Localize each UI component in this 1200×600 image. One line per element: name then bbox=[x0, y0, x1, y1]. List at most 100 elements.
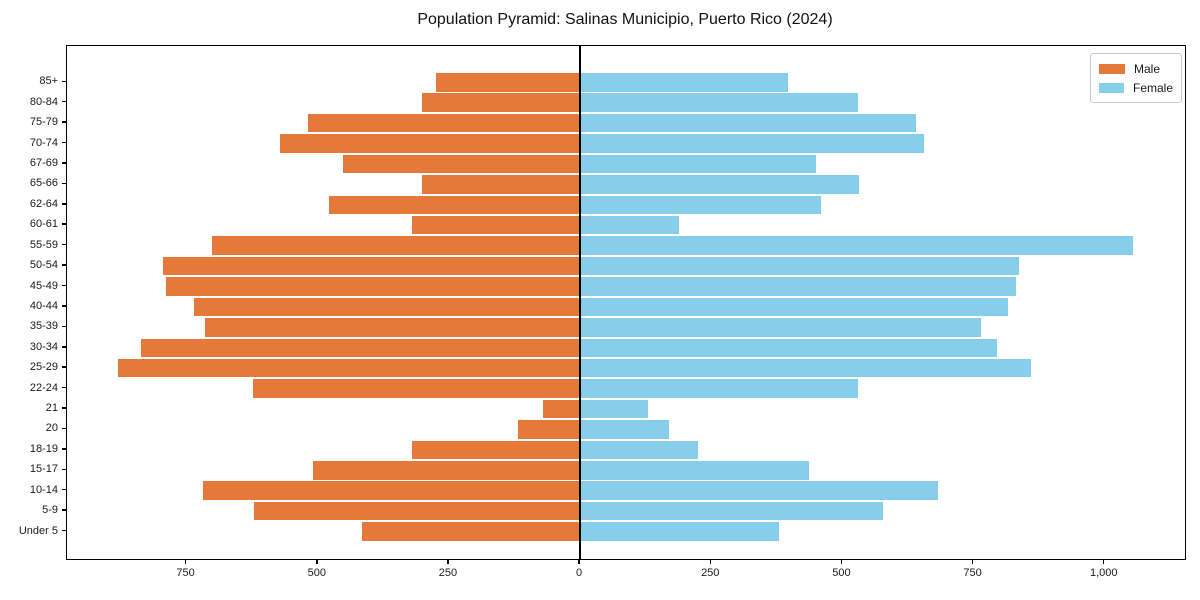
x-tick-label-250: 250 bbox=[701, 567, 720, 579]
x-tick-mark bbox=[971, 559, 974, 564]
x-tick-label-1-000: 1,000 bbox=[1089, 567, 1118, 579]
female-color-swatch bbox=[1099, 82, 1124, 93]
bar-female-15-17 bbox=[580, 461, 809, 480]
bar-female-20 bbox=[580, 420, 670, 439]
bar-male-18-19 bbox=[411, 440, 581, 460]
y-tick-mark bbox=[62, 80, 66, 83]
y-tick-label-25-29: 25-29 bbox=[29, 361, 58, 374]
y-tick-label-55-59: 55-59 bbox=[29, 238, 58, 251]
y-tick-label-70-74: 70-74 bbox=[29, 136, 58, 149]
y-tick-mark bbox=[62, 243, 66, 246]
plot-area bbox=[66, 45, 1186, 560]
y-tick-mark bbox=[62, 182, 66, 185]
legend-item-male: Male bbox=[1099, 62, 1173, 76]
x-tick-mark bbox=[578, 559, 580, 564]
legend-item-female: Female bbox=[1099, 81, 1173, 95]
legend: Male Female bbox=[1090, 53, 1182, 103]
y-tick-label-45-49: 45-49 bbox=[29, 279, 58, 292]
y-tick-label-75-79: 75-79 bbox=[29, 116, 58, 129]
y-tick-label-85: 85+ bbox=[39, 75, 58, 88]
x-tick-mark bbox=[316, 559, 318, 564]
legend-label-male: Male bbox=[1134, 61, 1161, 76]
bar-male-20 bbox=[517, 420, 581, 439]
x-tick-label-250: 250 bbox=[438, 567, 458, 579]
bar-female-30-34 bbox=[580, 338, 998, 357]
y-tick-mark bbox=[62, 468, 66, 471]
x-tick-label-0: 0 bbox=[576, 567, 583, 579]
bar-male-35-39 bbox=[204, 318, 581, 337]
bar-female-70-74 bbox=[580, 134, 925, 153]
x-tick-mark bbox=[184, 559, 187, 564]
bar-male-67-69 bbox=[343, 154, 581, 174]
bar-male-62-64 bbox=[329, 195, 581, 215]
bar-female-40-44 bbox=[580, 297, 1009, 317]
bar-male-75-79 bbox=[307, 113, 581, 133]
bar-female-75-79 bbox=[580, 113, 917, 133]
bar-female-10-14 bbox=[580, 481, 939, 500]
bar-male-70-74 bbox=[280, 134, 581, 153]
bar-male-5-9 bbox=[253, 501, 581, 521]
y-tick-label-18-19: 18-19 bbox=[29, 442, 58, 455]
bar-female-80-84 bbox=[580, 93, 859, 112]
y-tick-label-65-66: 65-66 bbox=[29, 177, 58, 190]
y-tick-mark bbox=[62, 386, 66, 389]
y-tick-label-21: 21 bbox=[45, 402, 58, 415]
y-tick-mark bbox=[62, 284, 66, 287]
bar-female-18-19 bbox=[580, 440, 698, 460]
y-tick-label-50-54: 50-54 bbox=[29, 259, 58, 272]
y-tick-mark bbox=[62, 305, 66, 307]
bar-male-30-34 bbox=[140, 338, 581, 357]
y-tick-label-under-5: Under 5 bbox=[18, 524, 58, 537]
y-tick-mark bbox=[62, 100, 66, 103]
y-tick-mark bbox=[62, 509, 66, 511]
bar-male-under-5 bbox=[362, 522, 581, 541]
y-tick-mark bbox=[62, 141, 66, 144]
bar-female-21 bbox=[580, 399, 648, 419]
x-tick-label-750: 750 bbox=[176, 567, 195, 579]
chart-title: Population Pyramid: Salinas Municipio, P… bbox=[417, 11, 833, 28]
bar-female-50-54 bbox=[580, 256, 1020, 276]
y-tick-label-22-24: 22-24 bbox=[29, 381, 58, 394]
bar-male-15-17 bbox=[312, 461, 581, 480]
y-tick-mark bbox=[62, 264, 66, 266]
bar-female-60-61 bbox=[580, 215, 679, 235]
bar-female-62-64 bbox=[580, 195, 822, 215]
bar-female-under-5 bbox=[580, 522, 780, 541]
y-tick-mark bbox=[62, 366, 66, 368]
bar-male-80-84 bbox=[421, 93, 581, 112]
y-tick-mark bbox=[62, 448, 66, 450]
y-tick-mark bbox=[62, 121, 66, 123]
x-tick-label-500: 500 bbox=[832, 567, 851, 579]
bar-male-50-54 bbox=[163, 256, 581, 276]
bar-female-22-24 bbox=[580, 379, 859, 398]
bar-female-85 bbox=[580, 73, 789, 92]
bar-male-65-66 bbox=[421, 175, 581, 194]
y-tick-label-80-84: 80-84 bbox=[29, 95, 58, 108]
bar-female-35-39 bbox=[580, 318, 982, 337]
bar-male-40-44 bbox=[193, 297, 581, 317]
y-tick-mark bbox=[62, 223, 66, 225]
bar-male-60-61 bbox=[411, 215, 581, 235]
zero-axis-line bbox=[579, 46, 581, 559]
bar-male-45-49 bbox=[166, 277, 581, 296]
bar-female-25-29 bbox=[580, 358, 1031, 378]
y-tick-mark bbox=[62, 325, 66, 328]
y-tick-label-60-61: 60-61 bbox=[29, 218, 58, 231]
bar-female-65-66 bbox=[580, 175, 860, 194]
y-tick-mark bbox=[62, 346, 66, 348]
bar-female-45-49 bbox=[580, 277, 1016, 296]
x-tick-mark bbox=[447, 559, 449, 564]
y-tick-mark bbox=[62, 407, 66, 409]
bar-male-22-24 bbox=[252, 379, 581, 398]
male-color-swatch bbox=[1099, 63, 1125, 74]
y-tick-mark bbox=[62, 529, 66, 532]
y-tick-label-15-17: 15-17 bbox=[29, 463, 58, 476]
y-tick-label-35-39: 35-39 bbox=[29, 320, 58, 333]
y-tick-mark bbox=[62, 488, 66, 491]
bar-female-55-59 bbox=[580, 236, 1133, 255]
y-tick-label-67-69: 67-69 bbox=[29, 156, 58, 169]
y-tick-mark bbox=[62, 427, 66, 430]
bar-male-85 bbox=[436, 73, 581, 92]
bar-female-5-9 bbox=[580, 501, 884, 521]
